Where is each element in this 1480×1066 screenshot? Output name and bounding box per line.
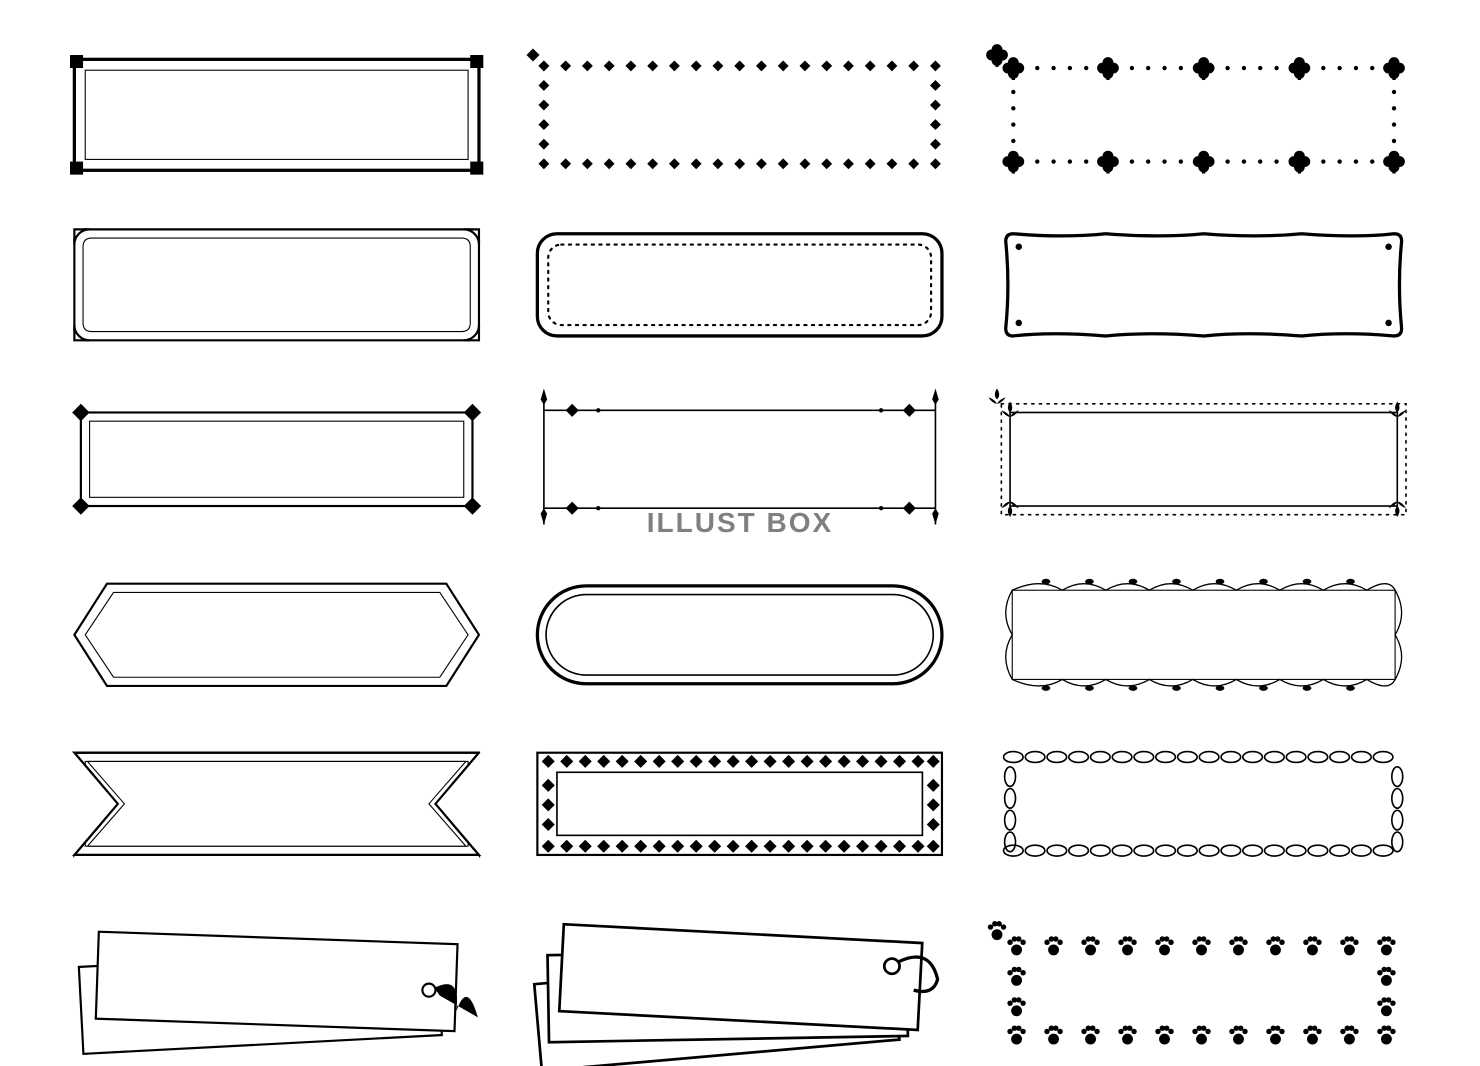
frame-r1c1	[70, 55, 483, 175]
frame-r3c2	[533, 394, 946, 525]
frame-r1c2	[533, 55, 946, 175]
frame-r1c3	[997, 55, 1410, 175]
frame-r2c2	[533, 225, 946, 345]
frame-r6c2	[533, 914, 946, 1066]
frame-r5c1	[70, 744, 483, 864]
frame-r4c2	[533, 575, 946, 695]
frame-r2c1	[70, 225, 483, 345]
frame-r4c3	[997, 575, 1410, 695]
frame-r5c2	[533, 744, 946, 864]
frame-r5c3	[997, 744, 1410, 864]
frame-r6c3	[997, 914, 1410, 1066]
frame-r3c3	[997, 394, 1410, 525]
frame-r2c3	[997, 225, 1410, 345]
frame-r3c1	[70, 394, 483, 525]
frame-r4c1	[70, 575, 483, 695]
frame-r6c1	[70, 914, 483, 1066]
frame-grid	[0, 0, 1480, 1046]
